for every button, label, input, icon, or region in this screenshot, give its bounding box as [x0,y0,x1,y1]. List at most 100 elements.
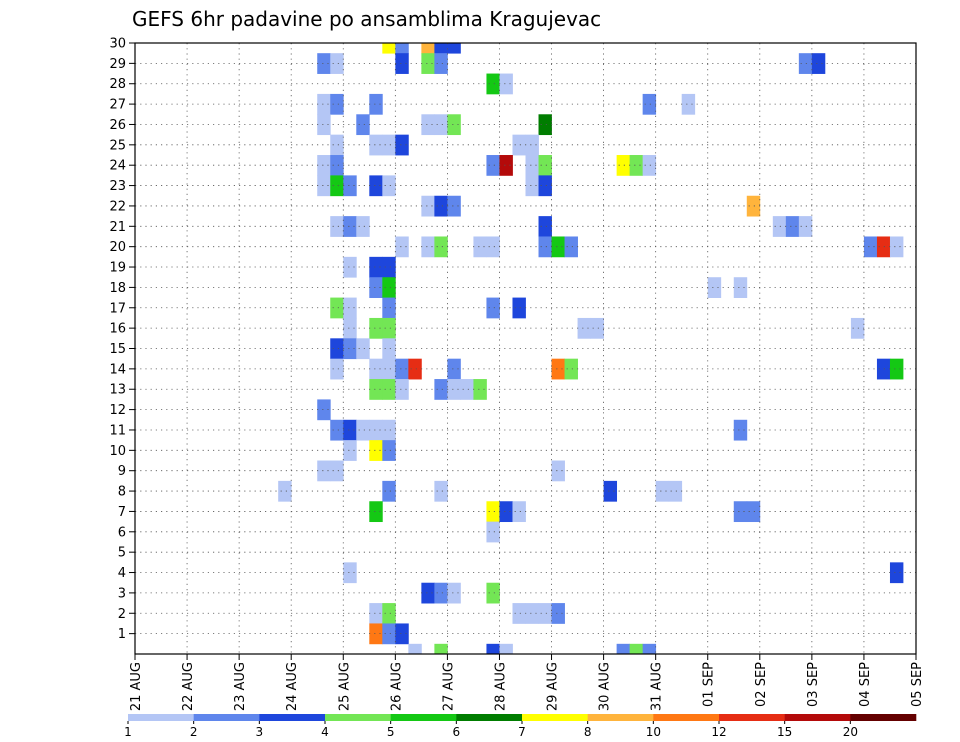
heatmap-cell [629,643,644,655]
heatmap-cell [889,358,904,380]
heatmap-cell [395,379,409,400]
y-tick-label: 23 [109,179,126,194]
legend-color-swatch [587,714,654,721]
heatmap-cell [434,582,448,604]
legend-color-swatch [259,714,326,721]
y-tick-label: 30 [109,37,126,52]
heatmap-cell [551,460,565,482]
heatmap-cell [473,236,487,258]
y-tick-label: 10 [109,444,126,459]
y-tick-label: 28 [109,77,126,92]
heatmap-cell [434,643,448,655]
y-tick-label: 11 [109,423,126,438]
heatmap-cell [616,643,631,655]
x-tick-label: 03 SEP [806,662,821,707]
y-tick-label: 3 [118,586,126,601]
y-tick-label: 6 [118,525,126,540]
heatmap-cell [408,358,422,380]
y-tick-label: 4 [118,566,126,581]
heatmap-cell [590,317,604,339]
y-tick-label: 17 [109,301,126,316]
legend-color-swatch [325,714,391,721]
heatmap-cell [343,419,357,441]
heatmap-cell [486,236,500,258]
heatmap-cell [408,643,422,655]
legend-color-swatch [522,714,588,721]
heatmap-cell [889,236,904,258]
heatmap-cell [395,358,409,380]
heatmap-cell [395,236,409,258]
x-tick-label: 24 AUG [285,662,300,711]
heatmap-cell [421,195,435,217]
heatmap-cell [317,399,331,421]
heatmap-cell [785,216,800,237]
heatmap-cell [434,379,448,400]
heatmap-cell [512,134,526,156]
heatmap-cell [434,195,448,217]
heatmap-cell [499,73,513,95]
heatmap-cell [486,155,500,176]
heatmap-cell [486,73,500,95]
heatmap-cell [421,114,435,136]
x-axis: 21 AUG 22 AUG 23 AUG 24 AUG 25 AUG 26 AUG 27 A… [129,654,925,711]
heatmap-cell [746,501,761,523]
heatmap-cell [434,43,448,54]
heatmap-cell [356,338,370,360]
heatmap-cell [369,603,383,624]
heatmap-cell [395,53,409,74]
heatmap-cell [642,643,657,655]
legend-color-swatch [193,714,260,721]
y-tick-label: 20 [109,240,126,255]
legend-label: 1 [124,725,132,739]
legend-color-swatch [653,714,720,721]
heatmap-cell [382,256,396,278]
y-tick-label: 7 [118,505,126,520]
x-tick-label: 05 SEP [910,662,925,707]
heatmap-cell [382,338,396,360]
x-tick-label: 01 SEP [702,662,717,707]
heatmap-cell [603,480,618,502]
heatmap-cell [525,603,539,624]
heatmap-cell [733,277,748,298]
x-tick-label: 26 AUG [389,662,404,711]
heatmap-cell [551,358,565,380]
heatmap-cell [733,419,748,441]
heatmap-cell [538,216,552,237]
heatmap-cell [850,317,865,339]
heatmap-cell [382,358,396,380]
heatmap-cell [382,480,396,502]
heatmap-cell [382,43,396,54]
heatmap-cell [512,501,526,523]
heatmap-cell [447,114,461,136]
heatmap-cell [538,603,552,624]
grid-layer [135,43,916,654]
heatmap-cell [369,93,383,115]
heatmap-cell [343,317,357,339]
y-tick-label: 15 [109,342,126,357]
heatmap-cell [356,419,370,441]
x-tick-label: 27 AUG [441,662,456,711]
heatmap-cell [330,155,344,176]
legend-label: 3 [256,725,264,739]
heatmap-cell [330,338,344,360]
heatmap-cell [382,277,396,298]
heatmap-cell [330,175,344,197]
heatmap-cell [863,236,878,258]
heatmap-cell [382,623,396,645]
heatmap-cell [330,419,344,441]
heatmap-cell [876,358,891,380]
heatmap-cell [798,216,813,237]
x-tick-label: 31 AUG [650,662,665,711]
x-tick-label: 22 AUG [181,662,196,711]
heatmap-cell [811,53,826,74]
heatmap-cell [395,134,409,156]
heatmap-cell [278,480,292,502]
heatmap-cell [798,53,813,74]
heatmap-cell [330,460,344,482]
x-tick-label: 30 AUG [598,662,613,711]
heatmap-cell [772,216,787,237]
heatmap-cell [655,480,670,502]
heatmap-cell [447,195,461,217]
heatmap-cell [642,93,657,115]
heatmap-cell [486,521,500,543]
